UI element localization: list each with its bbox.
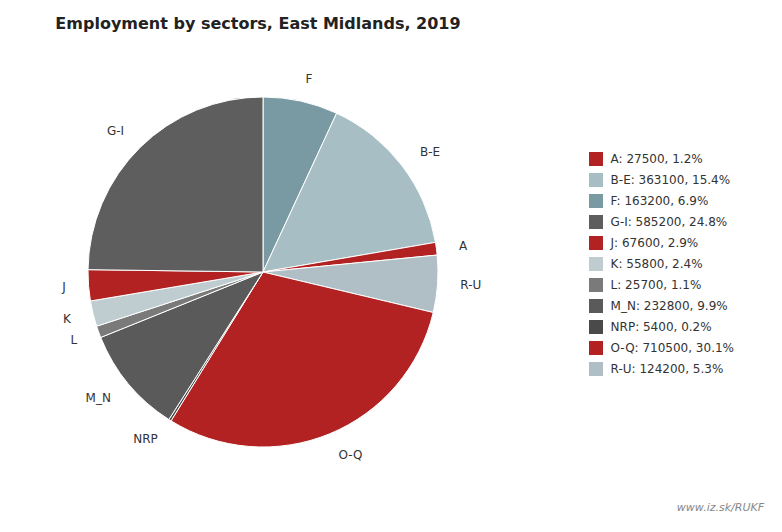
html-text:www.iz.sk/RUKF: www.iz.sk/RUKF <box>676 501 764 514</box>
html-text:A: 27500, 1.2%: A: 27500, 1.2% <box>610 151 703 166</box>
svg-text:NRP: NRP <box>133 432 158 446</box>
html-text:Employment by sectors, East Mi: Employment by sectors, East Midlands, 20… <box>55 14 461 33</box>
html-text:M_N: 232800, 9.9%: M_N: 232800, 9.9% <box>610 298 728 313</box>
html-text:L: 25700, 1.1%: L: 25700, 1.1% <box>610 277 702 292</box>
svg-text:A: A <box>459 239 468 253</box>
svg-text:B-E: B-E <box>420 145 440 159</box>
svg-text:R-U: R-U <box>460 278 481 292</box>
html-text:F: 163200, 6.9%: F: 163200, 6.9% <box>610 193 709 208</box>
html-text:O-Q: 710500, 30.1%: O-Q: 710500, 30.1% <box>610 340 734 355</box>
html-text:NRP: 5400, 0.2%: NRP: 5400, 0.2% <box>610 319 712 334</box>
svg-text:F: F <box>306 72 313 86</box>
svg-text:L: L <box>70 333 77 347</box>
svg-text:K: K <box>63 312 72 326</box>
html-text:K: 55800, 2.4%: K: 55800, 2.4% <box>610 256 703 271</box>
svg-text:M_N: M_N <box>86 391 111 405</box>
svg-text:O-Q: O-Q <box>339 448 363 462</box>
svg-text:G-I: G-I <box>107 124 124 138</box>
html-text:B-E: 363100, 15.4%: B-E: 363100, 15.4% <box>610 172 731 187</box>
svg-text:J: J <box>61 280 66 294</box>
html-text:J: 67600, 2.9%: J: 67600, 2.9% <box>610 235 699 250</box>
html-text:G-I: 585200, 24.8%: G-I: 585200, 24.8% <box>610 214 728 229</box>
html-text:R-U: 124200, 5.3%: R-U: 124200, 5.3% <box>610 361 724 376</box>
